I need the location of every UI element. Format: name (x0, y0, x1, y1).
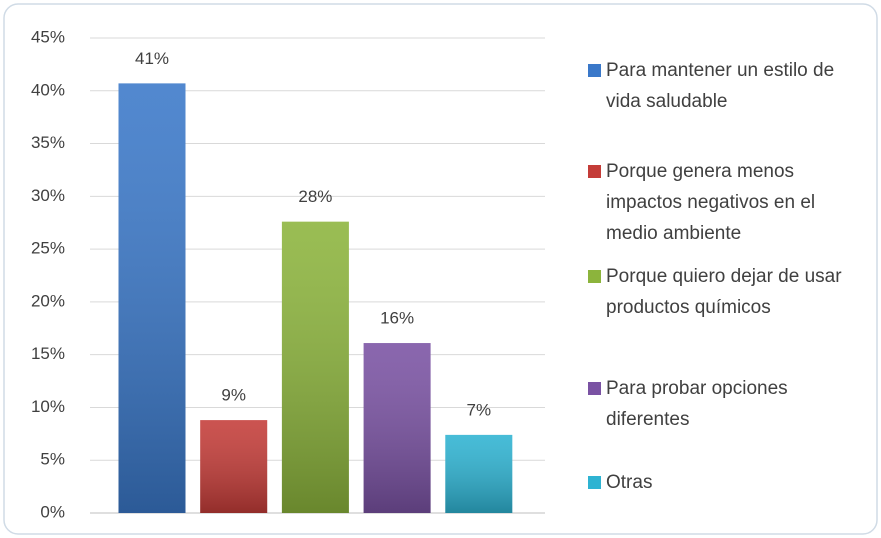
chart-border (3, 3, 878, 535)
legend-label: Porque genera menos impactos negativos e… (606, 161, 816, 244)
legend-swatch (588, 165, 601, 178)
y-tick-label: 40% (31, 80, 65, 99)
data-label: 41% (135, 49, 169, 68)
y-tick-label: 25% (31, 239, 65, 258)
legend-label: Para mantener un estilo de vida saludabl… (606, 60, 835, 112)
y-tick-label: 45% (31, 27, 65, 46)
bar (200, 420, 268, 513)
legend-label: Porque quiero dejar de usar productos qu… (606, 266, 842, 318)
bar (445, 434, 513, 513)
y-tick-label: 20% (31, 291, 65, 310)
legend-item: Porque genera menos impactos negativos e… (588, 156, 870, 249)
data-label: 7% (467, 400, 492, 419)
y-tick-label: 15% (31, 344, 65, 363)
y-tick-label: 10% (31, 397, 65, 416)
legend-swatch (588, 382, 601, 395)
data-label: 9% (221, 386, 246, 405)
legend-item: Para probar opciones diferentes (588, 373, 870, 435)
legend-swatch (588, 476, 601, 489)
y-tick-label: 0% (40, 502, 65, 521)
bar (363, 343, 431, 513)
data-label: 16% (380, 309, 414, 328)
y-tick-label: 5% (40, 450, 65, 469)
y-tick-label: 35% (31, 133, 65, 152)
legend-label: Otras (606, 472, 653, 493)
legend-swatch (588, 270, 601, 283)
legend-swatch (588, 64, 601, 77)
legend-label: Para probar opciones diferentes (606, 378, 788, 430)
legend-item: Porque quiero dejar de usar productos qu… (588, 261, 870, 323)
y-tick-label: 30% (31, 186, 65, 205)
bar (281, 221, 349, 513)
legend-item: Otras (588, 467, 870, 498)
bar (118, 83, 186, 513)
legend-item: Para mantener un estilo de vida saludabl… (588, 55, 870, 117)
data-label: 28% (298, 187, 332, 206)
